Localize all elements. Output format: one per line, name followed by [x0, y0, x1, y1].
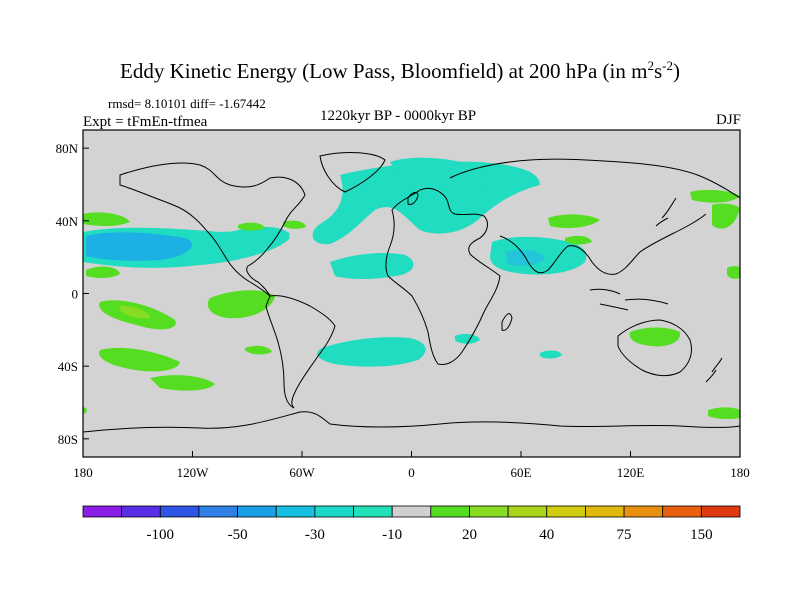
new-zealand-coast — [705, 357, 723, 383]
colorbar-swatch — [391, 505, 432, 518]
north-america-coast — [119, 162, 306, 297]
scandinavia-negative-region — [480, 170, 537, 190]
colorbar-label: -30 — [305, 527, 325, 543]
north-pacific-core-region — [86, 232, 192, 261]
madagascar-coast — [501, 313, 513, 331]
axis-ticks: 180 120W 60W 0 60E 120E 180 80N 40N 0 40S 80S — [56, 141, 750, 480]
colorbar-label: -100 — [147, 527, 175, 543]
south-asia-core-region — [505, 250, 545, 266]
y-tick-label: 40N — [56, 214, 79, 229]
north-pacific-far-east-positive-region — [712, 203, 740, 229]
colorbar-swatch — [275, 505, 316, 518]
colorbar-label: 40 — [539, 527, 554, 543]
y-tick-label: 40S — [58, 359, 78, 374]
colorbar-swatch — [662, 505, 702, 518]
north-pacific-east-positive-region — [283, 220, 306, 229]
antarctica-coast — [83, 411, 740, 433]
west-indian-ocean-positive-region — [83, 407, 87, 414]
colorbar-label: 150 — [690, 527, 713, 543]
eurasia-north-coast — [449, 158, 740, 199]
coastlines — [83, 152, 740, 433]
rmsd-diff-stats: rmsd= 8.10101 diff= -1.67442 — [108, 96, 266, 111]
south-pacific-east-positive-region — [245, 345, 272, 355]
japan-coast — [655, 197, 677, 227]
south-america-coast — [265, 295, 336, 409]
colorbar-swatch — [198, 505, 238, 518]
x-tick-label: 0 — [408, 465, 415, 480]
colorbar-swatch — [159, 505, 200, 518]
east-pacific-positive-region — [207, 290, 275, 319]
north-pacific-northeast-positive-region — [690, 189, 740, 203]
colorbar-swatch — [623, 505, 664, 518]
colorbar-swatch — [353, 505, 393, 518]
colorbar-swatch — [430, 505, 470, 518]
colorbar-swatch — [82, 505, 123, 518]
colorbar-swatch — [507, 505, 548, 518]
north-atlantic-negative-region — [312, 161, 540, 245]
north-africa-negative-region — [330, 252, 414, 279]
colorbar-label: 75 — [617, 527, 632, 543]
europe-africa-coast — [385, 187, 501, 365]
south-pacific-small-negative-region — [455, 333, 480, 344]
southern-ocean-positive-region — [708, 407, 740, 420]
y-tick-label: 80S — [58, 432, 78, 447]
arctic-negative-region — [390, 157, 460, 171]
x-tick-label: 60E — [511, 465, 532, 480]
colorbar-label: -10 — [382, 527, 402, 543]
period-label: 1220kyr BP - 0000kyr BP — [320, 108, 477, 124]
east-asia-positive-region — [548, 214, 600, 228]
east-indian-ocean-positive-region — [727, 266, 740, 279]
australia-positive-region — [629, 327, 681, 347]
chart-title: Eddy Kinetic Energy (Low Pass, Bloomfiel… — [120, 58, 680, 83]
asia-south-coast — [499, 213, 707, 275]
australia-coast — [617, 319, 693, 377]
north-pacific-west-positive-region — [83, 212, 130, 226]
south-atlantic-negative-region — [317, 337, 426, 367]
north-pacific-southwest-positive-region — [86, 266, 120, 278]
north-atlantic-positive-region — [238, 222, 265, 231]
colorbar: -100 -50 -30 -10 20 40 75 150 — [82, 505, 741, 543]
north-pacific-east-region — [230, 226, 290, 248]
x-tick-label: 120W — [177, 465, 210, 480]
south-pacific-positive-region — [99, 347, 180, 372]
anomaly-fields — [83, 157, 740, 420]
colorbar-label: -50 — [228, 527, 248, 543]
y-tick-label: 0 — [72, 287, 79, 302]
south-pacific-west-positive-region — [150, 375, 215, 391]
colorbar-label: 20 — [462, 527, 477, 543]
colorbar-swatch — [546, 505, 586, 518]
y-tick-label: 80N — [56, 141, 79, 156]
central-pacific-core-region — [120, 305, 150, 319]
greenland-coast — [319, 152, 386, 193]
x-tick-label: 180 — [73, 465, 93, 480]
maritime-continent-coast — [589, 288, 669, 311]
colorbar-swatch — [121, 505, 161, 518]
colorbar-swatch — [585, 505, 625, 518]
x-tick-label: 180 — [730, 465, 750, 480]
x-tick-label: 120E — [617, 465, 645, 480]
colorbar-swatch — [237, 505, 277, 518]
central-pacific-negative-region — [540, 350, 562, 359]
experiment-label: Expt = tFmEn-tfmea — [83, 114, 208, 130]
colorbar-swatch — [314, 505, 354, 518]
colorbar-swatch — [469, 505, 509, 518]
colorbar-swatch — [700, 505, 741, 518]
east-asia-north-positive-region — [565, 235, 592, 245]
x-tick-label: 60W — [289, 465, 315, 480]
season-label: DJF — [715, 112, 741, 128]
uk-coast — [407, 191, 419, 205]
